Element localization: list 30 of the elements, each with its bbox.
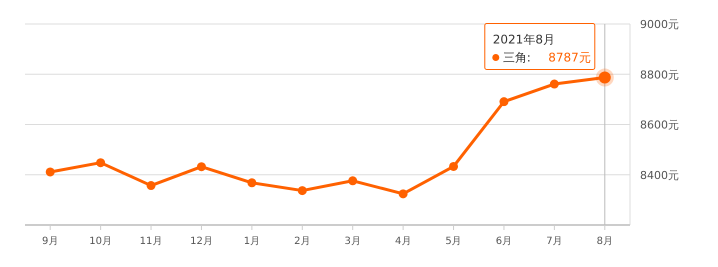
annotation: 2021年8月: [492, 32, 555, 47]
point: [499, 97, 508, 106]
point: [96, 158, 106, 168]
point: [550, 80, 559, 89]
x-tick-label: 4月: [394, 236, 412, 247]
x-tick-label: 2月: [294, 236, 310, 247]
point: [247, 178, 256, 188]
x-tick-label: 9月: [42, 236, 58, 247]
point: [348, 176, 358, 186]
y-tick-label: 9000元: [640, 18, 679, 31]
point: [146, 181, 156, 190]
x-tick-label: 1月: [244, 236, 260, 247]
x-tick-label: 3月: [344, 236, 361, 247]
point: [298, 186, 307, 196]
x-tick-label: 6月: [496, 236, 512, 247]
point: [398, 189, 408, 198]
point: [196, 162, 206, 172]
y-tick-label: 8400元: [640, 168, 679, 182]
x-tick-label: 12月: [190, 236, 213, 247]
x-tick-label: 8月: [596, 236, 613, 247]
x-tick-label: 5月: [445, 236, 462, 247]
point: [46, 167, 55, 176]
legend-label: 三角:: [502, 50, 531, 65]
x-tick-label: 10月: [89, 236, 112, 247]
point: [449, 162, 458, 171]
x-tick-label: 7月: [546, 236, 563, 247]
y-tick-label: 8600元: [640, 118, 679, 132]
data-label: 8787元: [548, 50, 591, 65]
y-tick-label: 8800元: [640, 68, 679, 82]
x-tick-label: 11月: [140, 236, 162, 247]
